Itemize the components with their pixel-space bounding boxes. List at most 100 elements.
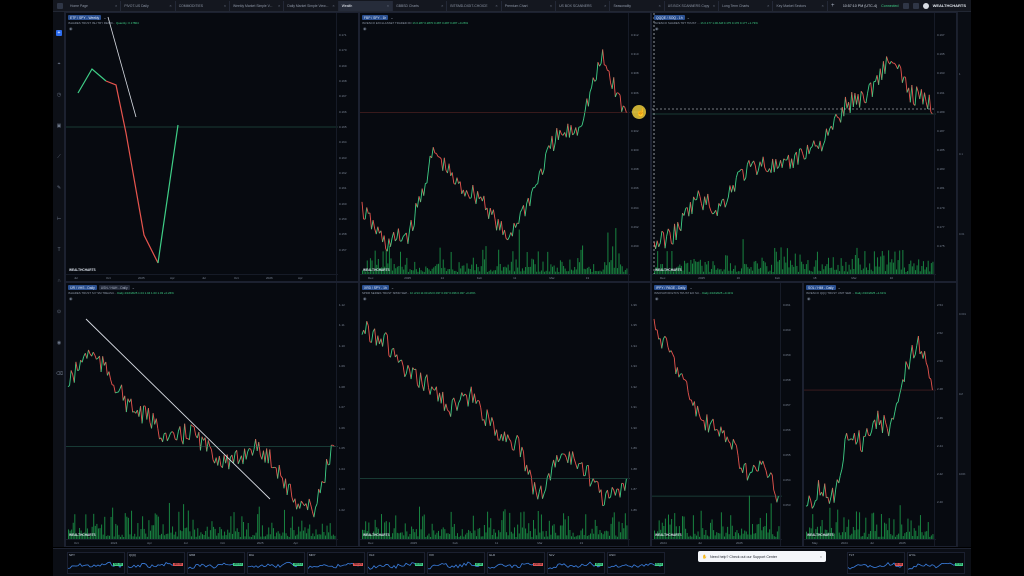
mini-chart-tlt[interactable]: TLT 91.44 <box>847 552 905 574</box>
time-axis[interactable]: May 2024 Jul 2025 <box>804 539 936 546</box>
mini-chart-gld[interactable]: GLD 210.44 <box>487 552 545 574</box>
tab-premium-chart[interactable]: Premium Chart × <box>502 0 557 11</box>
symbol-chip[interactable]: ETF / SPY - Weekly <box>68 15 102 21</box>
time-axis[interactable]: Jul Oct 2025 Apr Jul Oct 2026 Apr <box>66 274 338 281</box>
time-axis[interactable]: Dec 2025 Feb 11 Mar 13 <box>360 539 630 546</box>
close-icon[interactable]: × <box>278 3 281 8</box>
chart-panel-p4[interactable]: IJR / VHS - Daily USN / HAH - Daily ⌄ ISHAR… <box>65 282 359 547</box>
close-icon[interactable]: × <box>658 3 661 8</box>
trendline[interactable] <box>107 16 137 118</box>
symbol-chip[interactable]: QQQE / SOQ - 1h <box>654 15 685 21</box>
price-axis[interactable]: 0.171 0.170 0.169 0.168 0.167 0.166 0.165 0.164… <box>336 13 358 281</box>
mini-chart-uso[interactable]: USO 80.12 <box>607 552 665 574</box>
tab-daily-market-simple-view-[interactable]: Daily Market Simple View... × <box>284 0 339 11</box>
bell-icon[interactable] <box>912 2 919 9</box>
time-axis[interactable]: Dec 2025 16 Feb 18 Mar 10 <box>652 274 936 281</box>
tab-weekly-market-simple-v-[interactable]: Weekly Market Simple V... × <box>230 0 285 11</box>
close-icon[interactable]: × <box>441 3 444 8</box>
trendline-icon[interactable]: ⟋ <box>57 154 61 160</box>
close-icon[interactable]: × <box>604 3 607 8</box>
symbol-chip[interactable]: SOL / HIM - Daily <box>806 285 836 291</box>
close-icon[interactable]: × <box>169 3 172 8</box>
trendline[interactable] <box>85 318 271 500</box>
eye-icon[interactable]: ◉ <box>655 296 659 301</box>
tab-key-market-sectors[interactable]: Key Market Sectors × <box>773 0 828 11</box>
price-chart[interactable] <box>360 13 630 276</box>
mini-chart-hyg[interactable]: HYG 77.15 <box>907 552 965 574</box>
mini-chart-dia[interactable]: DIA 420.14 <box>247 552 305 574</box>
tab-long-term-charts[interactable]: Long Term Charts × <box>719 0 774 11</box>
eye-icon[interactable]: ◉ <box>69 296 73 301</box>
pencil-icon[interactable]: ✎ <box>56 185 62 191</box>
chart-panel-p1[interactable]: ETF / SPY - Weekly ⌄ ISHARES TRUST ISH TRY… <box>65 12 359 282</box>
symbol-chip[interactable]: XRD / SPY - 1h <box>362 285 389 291</box>
text-icon[interactable]: T <box>57 247 61 253</box>
chart-panel-p3[interactable]: QQQE / SOQ - 1h ⌄ INVESCO SHARES TRT TRUST… <box>651 12 957 282</box>
ruler-icon[interactable]: ⊢ <box>56 216 62 222</box>
symbol-chip[interactable]: IJR / VHS - Daily <box>68 285 97 291</box>
price-chart[interactable] <box>652 13 936 276</box>
tab-gbbsd-charts[interactable]: GBBSD Charts × <box>393 0 448 11</box>
mini-chart-iwm[interactable]: IWM 200.12 <box>187 552 245 574</box>
crosshair-icon[interactable]: ⌖ <box>57 61 61 67</box>
close-icon[interactable]: × <box>819 554 822 559</box>
chevron-down-icon[interactable]: ⌄ <box>390 285 395 291</box>
close-icon[interactable]: × <box>386 3 390 8</box>
tab-wealth[interactable]: Wealth × <box>338 0 394 11</box>
price-axis[interactable]: 0.061 0.060 0.059 0.058 0.057 0.056 0.055 0.054… <box>780 283 802 546</box>
mini-chart-vix[interactable]: VIX 17.42 <box>427 552 485 574</box>
chevron-down-icon[interactable]: ⌄ <box>686 15 690 21</box>
price-axis[interactable]: 2.54 2.52 2.50 2.48 2.46 2.44 2.42 2.40 <box>934 283 956 546</box>
close-icon[interactable]: × <box>549 3 553 8</box>
symbol-chip[interactable]: IPPY / PAGE - Daily <box>654 285 688 291</box>
eye-icon[interactable]: ◉ <box>363 26 367 31</box>
price-axis[interactable]: 1.12 1.11 1.10 1.09 1.08 1.07 1.06 1.05 1.04 1.03… <box>336 283 358 546</box>
eye-icon[interactable]: ◉ <box>363 296 367 301</box>
close-icon[interactable]: × <box>115 3 118 8</box>
close-icon[interactable]: × <box>332 3 335 8</box>
tab-bitsmd-digit-choice[interactable]: BITSMD-DIGIT-CHOICE × <box>447 0 502 11</box>
symbol-chip[interactable]: FBP / SPY - 1h <box>362 15 389 21</box>
close-icon[interactable]: × <box>821 3 824 8</box>
tab-us-box-scanners[interactable]: US BOX SCANNERS × <box>556 0 611 11</box>
close-icon[interactable]: × <box>223 3 227 8</box>
calendar-icon[interactable]: ▣ <box>56 123 62 129</box>
eye-icon[interactable]: ◉ <box>69 26 73 31</box>
tab-pivot-us-daily[interactable]: PIVOT-US Daily × <box>121 0 176 11</box>
chart-panel-p2[interactable]: FBP / SPY - 1h ⌄ INVESCO EXCH-ASSET TRADED… <box>359 12 651 282</box>
chevron-down-icon[interactable]: ⌄ <box>131 285 136 291</box>
eye-icon[interactable]: ◉ <box>56 340 62 346</box>
eye-icon[interactable]: ◉ <box>655 26 659 31</box>
avatar[interactable] <box>922 2 929 9</box>
price-axis[interactable]: 0.197 0.195 0.193 0.191 0.189 0.187 0.185 0.183… <box>934 13 956 281</box>
chart-panel-p7[interactable]: SOL / HIM - Daily ⌄ INVESCO QQQ TRUST UNIT… <box>803 282 957 547</box>
time-axis[interactable]: Dec 2025 14 Feb 11 Mar 13 <box>360 274 630 281</box>
plus-icon[interactable]: + <box>56 30 62 36</box>
chart-panel-p6[interactable]: IPPY / PAGE - Daily ⌄ INNOVATOR ETFS TRUST… <box>651 282 803 547</box>
tab-seasonality[interactable]: Seasonality × <box>610 0 665 11</box>
chart-panel-p5[interactable]: XRD / SPY - 1h ⌄ SPDR SERIES TRUST SPDR SE… <box>359 282 651 547</box>
eye-icon[interactable]: ◉ <box>807 296 811 301</box>
mini-chart-slv[interactable]: SLV 26.11 <box>547 552 605 574</box>
mini-chart-spy[interactable]: SPY 521.36 <box>67 552 125 574</box>
price-chart[interactable] <box>652 283 782 541</box>
tab-commodities[interactable]: COMMODITIES × <box>176 0 231 11</box>
mini-chart-mdy[interactable]: MDY 550.23 <box>307 552 365 574</box>
app-menu-icon[interactable] <box>57 2 63 9</box>
trash-icon[interactable]: ⌫ <box>56 371 64 377</box>
price-chart[interactable] <box>360 283 630 541</box>
magnet-icon[interactable]: ∩ <box>57 278 61 284</box>
time-axis[interactable]: 2024 Jul 2025 <box>652 539 782 546</box>
chevron-down-icon[interactable]: ⌄ <box>103 15 107 21</box>
plus-icon[interactable]: + <box>831 2 835 9</box>
chevron-down-icon[interactable]: ⌄ <box>689 285 693 291</box>
mini-chart-xlf[interactable]: XLF 40.81 <box>367 552 425 574</box>
price-chart[interactable] <box>66 283 338 541</box>
time-axis[interactable]: Oct 2024 Apr Jul Oct 2025 Apr <box>66 539 338 546</box>
lock-icon[interactable]: ⊙ <box>56 309 62 315</box>
close-icon[interactable]: × <box>767 3 770 8</box>
close-icon[interactable]: × <box>712 3 716 8</box>
settings-icon[interactable] <box>902 2 909 9</box>
chevron-down-icon[interactable]: ⌄ <box>390 15 394 21</box>
price-axis[interactable]: 1.96 1.95 1.94 1.93 1.92 1.91 1.90 1.89 1.88 1.87… <box>628 283 650 546</box>
